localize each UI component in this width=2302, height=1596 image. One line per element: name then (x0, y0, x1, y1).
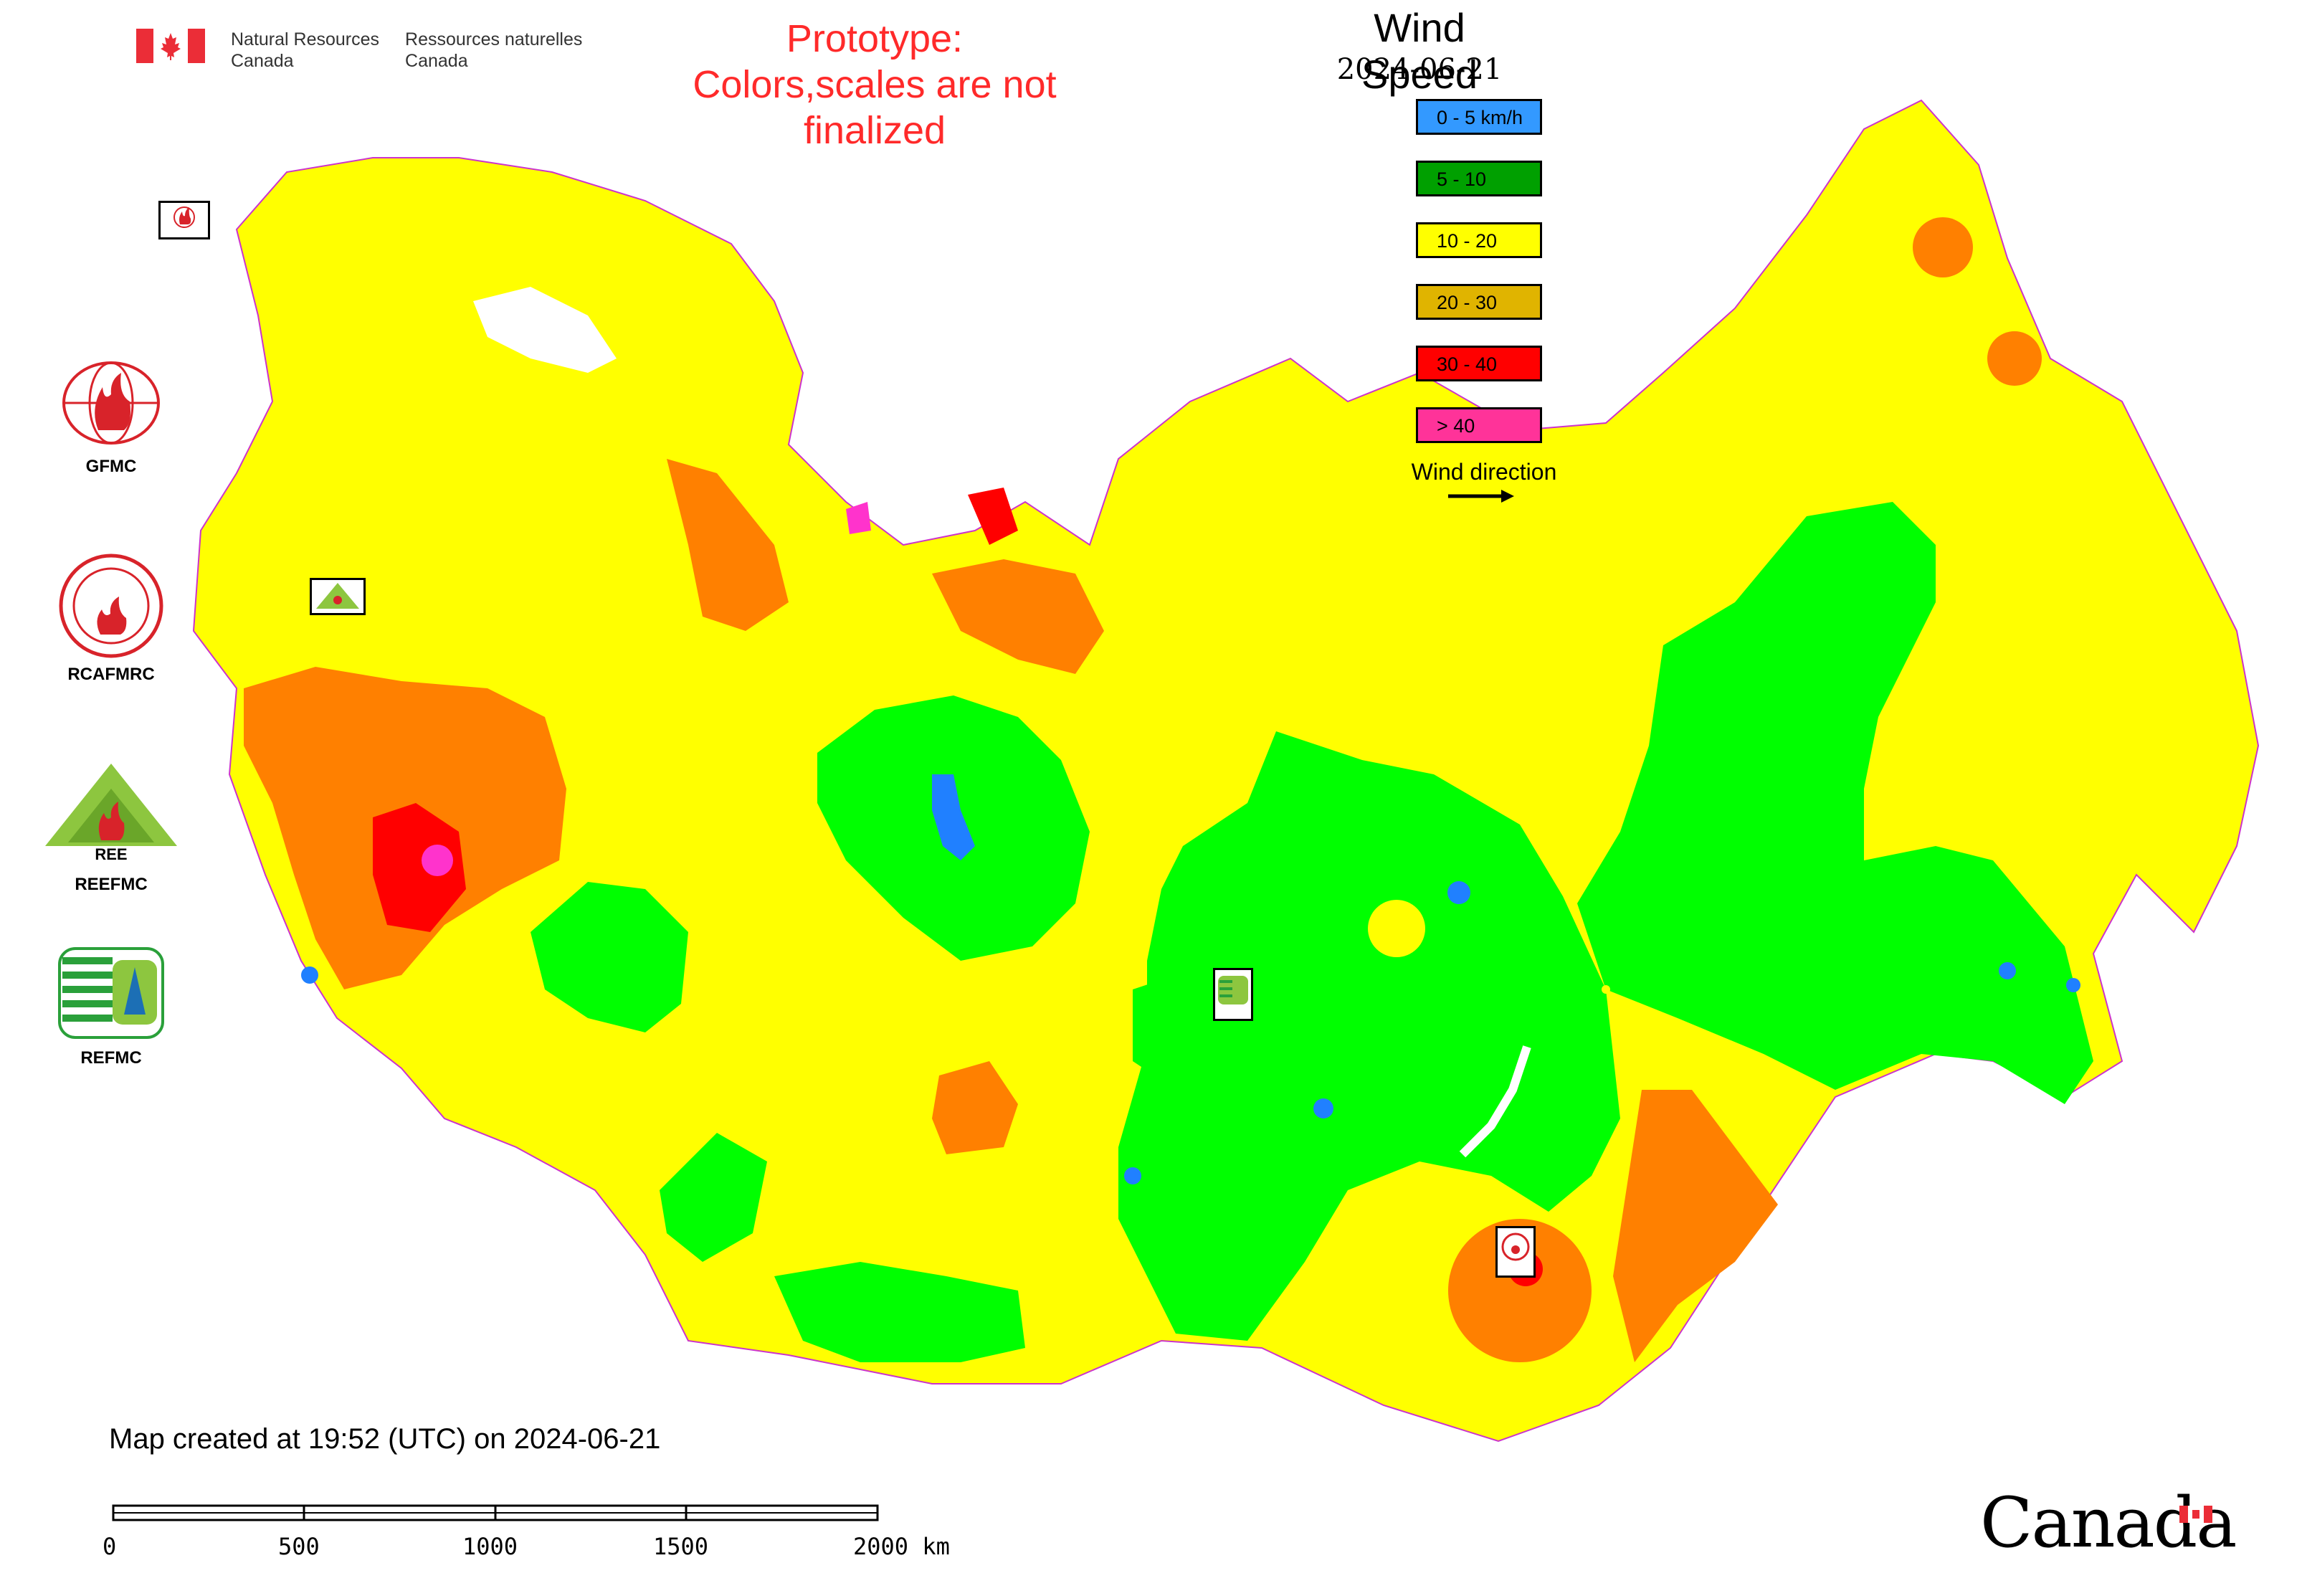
zone-orange-chukotka (1913, 217, 1973, 277)
rcafmrc-emblem-icon (59, 554, 163, 658)
legend-label: 0 - 5 km/h (1437, 107, 1523, 128)
legend-label: 30 - 40 (1437, 353, 1498, 375)
rcafmrc-label: RCAFMRC (67, 665, 155, 684)
gfmc-badge-icon (173, 206, 195, 228)
reefmc-label: REEFMC (75, 875, 148, 894)
gfmc-emblem-icon (62, 361, 160, 445)
canada-wordmark-text: Canada (1980, 1483, 2237, 1563)
canada-flag-icon (136, 29, 205, 63)
scale-tick-2000: 2000 km (853, 1533, 950, 1560)
zone-blue-1 (1447, 881, 1470, 904)
zone-blue-6 (301, 966, 318, 984)
department-name-en: Natural Resources Canada (231, 29, 379, 72)
zone-orange-baikal-east (1613, 1090, 1778, 1362)
legend-item-10-20: 10 - 20 (1416, 222, 1542, 258)
reefmc-emblem-icon: REE (38, 764, 184, 863)
map-created-timestamp: Map created at 19:52 (UTC) on 2024-06-21 (109, 1423, 661, 1455)
refmc-label: REFMC (80, 1048, 142, 1068)
legend-item-5-10: 5 - 10 (1416, 161, 1542, 196)
legend-label: > 40 (1437, 415, 1475, 437)
zone-red-novaya (968, 488, 1018, 545)
legend-date: 2024-06-21 (1336, 53, 1503, 86)
zone-green-southwest (660, 1133, 767, 1262)
zone-green-west-central (1133, 975, 1204, 1090)
scale-tick-1000: 1000 (462, 1533, 518, 1560)
refmc-badge-icon (1218, 976, 1248, 1004)
refmc-logo[interactable]: REFMC (36, 943, 186, 1068)
zone-blue-5 (2066, 978, 2080, 992)
canada-wordmark: Canada (1980, 1483, 2237, 1563)
zone-magenta-novaya (846, 502, 871, 534)
legend-item-30-40: 30 - 40 (1416, 346, 1542, 381)
zone-blue-2 (1313, 1098, 1333, 1118)
rcafmrc-badge-icon (1501, 1232, 1530, 1261)
zone-orange-north (667, 459, 789, 631)
zone-orange-arctic (932, 559, 1104, 674)
wind-direction-label: Wind direction (1411, 459, 1557, 485)
zone-green-east (1577, 502, 2093, 1104)
gfmc-map-badge[interactable] (158, 201, 210, 239)
zone-blue-siberia (932, 774, 975, 860)
refmc-emblem-icon (58, 947, 164, 1039)
wind-direction-arrow (1448, 490, 1514, 503)
lake-ladoga-onega (473, 287, 617, 373)
scale-tick-500: 500 (278, 1533, 320, 1560)
legend-item-20-30: 20 - 30 (1416, 284, 1542, 320)
reefmc-badge-icon (316, 583, 359, 609)
department-fr-line1: Ressources naturelles (405, 29, 583, 49)
legend-label: 5 - 10 (1437, 168, 1487, 190)
legend-title: Wind Speed (1361, 5, 1478, 97)
department-en-line2: Canada (231, 51, 294, 71)
zone-blue-3 (1124, 1167, 1141, 1184)
rcafmrc-map-badge[interactable] (1495, 1226, 1536, 1278)
reefmc-map-badge[interactable] (310, 578, 366, 615)
zone-yellow-1 (1368, 900, 1425, 957)
refmc-map-badge[interactable] (1213, 968, 1253, 1021)
prototype-notice: Prototype: Colors,scales are not finaliz… (631, 16, 1118, 153)
department-fr-line2: Canada (405, 51, 468, 71)
zone-orange-kamchatka (1987, 331, 2042, 386)
gfmc-label: GFMC (85, 457, 137, 476)
zone-green-kazakh (531, 882, 688, 1032)
lake-baikal (1459, 1045, 1531, 1158)
rcafmrc-logo[interactable]: RCAFMRC (36, 552, 186, 685)
legend-item-0-5: 0 - 5 km/h (1416, 99, 1542, 135)
legend-label: 20 - 30 (1437, 292, 1498, 313)
zone-blue-4 (1999, 962, 2016, 979)
scale-bar (112, 1504, 879, 1521)
department-en-line1: Natural Resources (231, 29, 380, 49)
government-signature: Natural Resources Canada Ressources natu… (136, 29, 582, 72)
legend-item-over-40: > 40 (1416, 407, 1542, 443)
canada-wordmark-flag-icon (2179, 1506, 2212, 1523)
zone-orange-mongolia (1448, 1219, 1592, 1362)
zone-magenta-volga (422, 845, 453, 876)
department-name-fr: Ressources naturelles Canada (405, 29, 582, 72)
zone-orange-centre (932, 1061, 1018, 1154)
reefmc-logo[interactable]: REE (29, 760, 194, 873)
gfmc-logo[interactable]: GFMC (36, 358, 186, 477)
landmass (192, 99, 2260, 1443)
legend-label: 10 - 20 (1437, 230, 1498, 252)
scale-tick-0: 0 (103, 1533, 117, 1560)
zone-green-south (774, 1262, 1025, 1362)
zone-green-central (1118, 731, 1620, 1341)
zone-yellow-2 (1602, 985, 1610, 994)
scale-tick-1500: 1500 (653, 1533, 709, 1560)
svg-text:REE: REE (95, 845, 127, 863)
prototype-notice-line2: Colors,scales are not finalized (693, 63, 1057, 152)
prototype-notice-line1: Prototype: (786, 17, 964, 60)
zone-red-volga (373, 803, 466, 932)
